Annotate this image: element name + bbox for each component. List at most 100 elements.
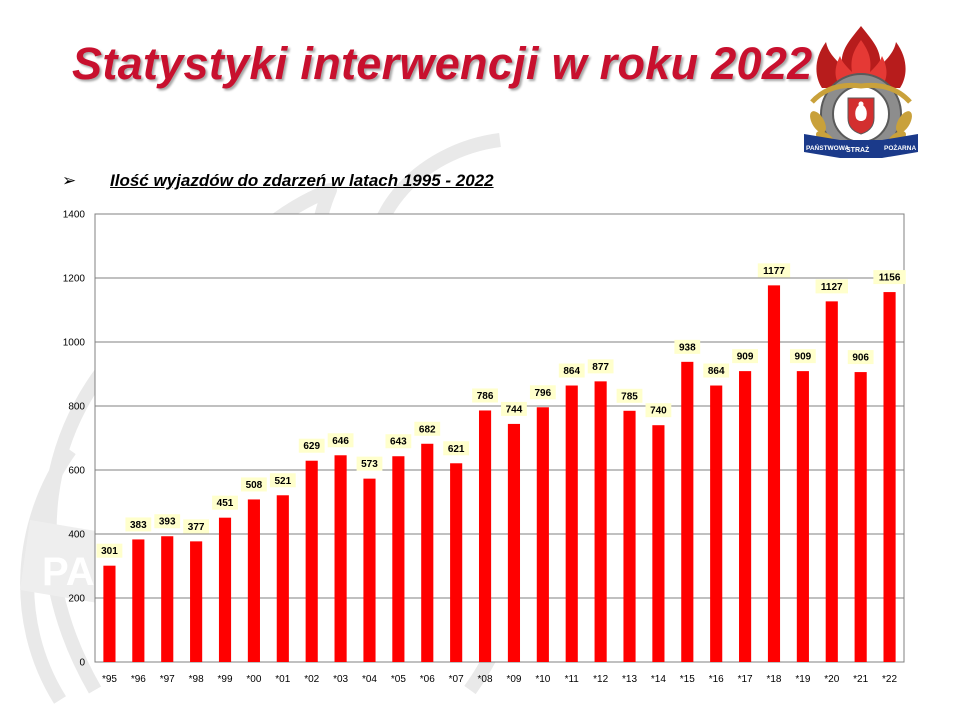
bar — [652, 425, 665, 662]
x-tick-label: *00 — [246, 674, 261, 685]
bar — [623, 410, 636, 662]
data-label-box — [645, 403, 672, 418]
data-label-box — [674, 339, 701, 354]
bar — [392, 456, 405, 662]
data-label-box — [757, 263, 791, 278]
data-label-box — [212, 495, 238, 510]
data-label-box — [154, 514, 181, 529]
x-tick-label: *97 — [160, 674, 175, 685]
chart-subtitle: Ilość wyjazdów do zdarzeń w latach 1995 … — [110, 171, 494, 190]
page-title: Statystyki interwencji w roku 2022 — [72, 38, 813, 89]
data-label: 393 — [159, 517, 176, 528]
psp-emblem-icon: PAŃSTWOWA STRAŻ POŻARNA — [804, 26, 918, 158]
y-tick-label: 800 — [68, 402, 85, 413]
x-tick-label: *11 — [565, 674, 580, 685]
bar — [450, 463, 463, 662]
data-label: 508 — [246, 480, 263, 491]
data-label: 1177 — [763, 266, 785, 277]
x-axis: *95 *96 *97 *98 *99 *00 *01 *02 *03 *04 *05 *06 *07 *… — [102, 674, 898, 685]
data-label-box — [732, 349, 758, 364]
y-tick-label: 600 — [68, 466, 85, 477]
x-tick-label: *03 — [333, 674, 348, 685]
x-tick-label: *95 — [102, 674, 117, 685]
x-tick-label: *99 — [218, 674, 233, 685]
data-label: 906 — [852, 353, 869, 364]
x-tick-label: *14 — [651, 674, 666, 685]
bar — [739, 371, 752, 662]
data-label: 383 — [130, 520, 147, 531]
data-label: 1156 — [879, 273, 901, 284]
y-tick-label: 1400 — [63, 210, 86, 221]
data-label-box — [587, 359, 614, 374]
bar — [421, 443, 434, 662]
data-label-box — [472, 388, 498, 403]
x-tick-label: *16 — [709, 674, 724, 685]
bar — [190, 541, 203, 662]
x-tick-label: *98 — [189, 674, 204, 685]
data-label-box — [327, 433, 354, 448]
data-label: 796 — [534, 388, 551, 399]
data-label-box — [789, 349, 816, 364]
x-tick-label: *10 — [535, 674, 550, 685]
data-label-box — [616, 388, 643, 403]
x-tick-label: *21 — [853, 674, 868, 685]
bar — [363, 478, 376, 662]
bar — [161, 536, 174, 662]
data-label-box — [241, 477, 267, 492]
x-tick-label: *12 — [593, 674, 608, 685]
x-tick-label: *20 — [824, 674, 839, 685]
data-label: 864 — [708, 366, 725, 377]
data-label-box — [501, 401, 527, 416]
x-tick-label: *04 — [362, 674, 377, 685]
data-label: 938 — [679, 342, 696, 353]
data-label-box — [125, 517, 152, 532]
data-label-box — [558, 363, 585, 378]
bar — [854, 372, 867, 662]
data-label-box — [356, 456, 383, 471]
x-tick-label: *19 — [795, 674, 810, 685]
x-tick-label: *17 — [738, 674, 753, 685]
bullet-arrow-icon: ➢ — [62, 171, 77, 190]
data-label-box — [96, 543, 123, 558]
data-label: 451 — [217, 498, 234, 509]
bar — [103, 565, 116, 662]
x-tick-label: *07 — [449, 674, 464, 685]
bar — [334, 455, 347, 662]
bar — [565, 385, 578, 662]
bar — [767, 285, 781, 662]
y-tick-label: 0 — [79, 658, 85, 669]
x-tick-label: *22 — [882, 674, 897, 685]
x-tick-label: *09 — [506, 674, 521, 685]
data-labels: 301 383 393 377 451 508 521 629 646 573 643 682 621 7… — [96, 263, 906, 558]
bar — [132, 539, 145, 662]
data-label: 643 — [390, 437, 407, 448]
y-tick-label: 1000 — [63, 338, 86, 349]
bar — [247, 499, 260, 662]
bar — [305, 460, 318, 662]
plot-area — [94, 213, 905, 663]
data-label: 909 — [795, 352, 812, 363]
bar — [478, 410, 492, 662]
data-label-box — [847, 350, 874, 365]
bar — [218, 517, 232, 662]
logo-text-right: POŻARNA — [884, 144, 916, 152]
data-label-box — [385, 434, 412, 449]
data-label: 740 — [650, 406, 667, 417]
bar — [883, 292, 896, 662]
bar — [507, 423, 521, 662]
x-tick-label: *02 — [304, 674, 319, 685]
y-tick-label: 200 — [68, 594, 85, 605]
data-label: 629 — [303, 441, 320, 452]
data-label: 864 — [563, 366, 580, 377]
data-label: 621 — [448, 444, 465, 455]
bars — [103, 285, 896, 662]
x-tick-label: *06 — [420, 674, 435, 685]
data-label: 744 — [506, 404, 523, 415]
data-label: 521 — [274, 476, 291, 487]
data-label: 909 — [737, 352, 754, 363]
subtitle-row: ➢ Ilość wyjazdów do zdarzeń w latach 199… — [62, 170, 494, 192]
data-label: 786 — [477, 391, 494, 402]
bar — [276, 495, 289, 662]
bar — [594, 381, 607, 662]
